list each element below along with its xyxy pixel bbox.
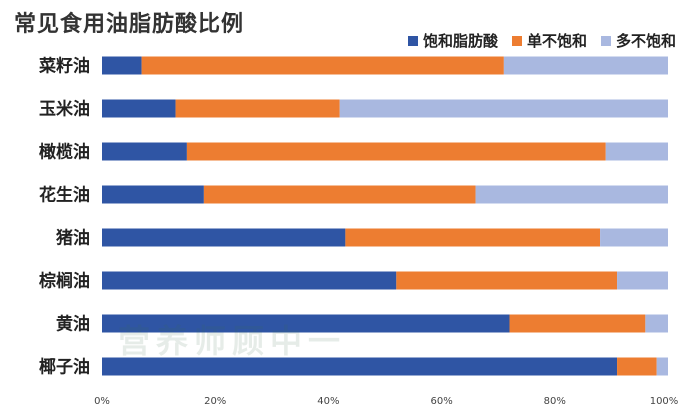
legend-swatch-poly (600, 35, 611, 46)
x-tick-label: 80% (544, 396, 566, 407)
x-tick-label: 60% (430, 396, 452, 407)
bar-segment (186, 142, 606, 161)
legend-label-mono: 单不饱和 (526, 32, 587, 50)
bar-segment (102, 314, 510, 333)
category-label: 椰子油 (39, 357, 90, 378)
bar-segment (396, 271, 618, 290)
chart-title: 常见食用油脂肪酸比例 (14, 12, 245, 37)
bar-segment (203, 185, 476, 204)
legend-swatch-mono (511, 35, 522, 46)
bar-segment (102, 142, 187, 161)
bar-segment (605, 142, 668, 161)
bar-segment (102, 99, 176, 118)
bar-segment (141, 56, 504, 75)
bar-segment (475, 185, 668, 204)
bar-segment (617, 357, 657, 376)
bar-segment (102, 228, 346, 247)
bar-segment (339, 99, 668, 118)
x-tick-label: 40% (317, 396, 339, 407)
bar-segment (102, 56, 142, 75)
legend-label-poly: 多不饱和 (615, 32, 676, 50)
category-label: 玉米油 (39, 99, 90, 120)
bar-segment (102, 271, 397, 290)
bar-segment (645, 314, 668, 333)
category-label: 花生油 (39, 185, 90, 206)
x-tick-label: 0% (94, 396, 110, 407)
legend-item-saturated: 饱和脂肪酸 (407, 30, 498, 51)
x-tick-label: 100% (650, 396, 679, 407)
bar-segment (503, 56, 668, 75)
bar-segment (600, 228, 668, 247)
bar-segment (617, 271, 668, 290)
x-tick-label: 20% (204, 396, 226, 407)
bar-segment (175, 99, 340, 118)
bar-segment (102, 185, 204, 204)
category-label: 黄油 (56, 314, 90, 335)
legend-swatch-saturated (407, 35, 418, 46)
legend-item-mono: 单不饱和 (511, 30, 587, 51)
bar-segment (345, 228, 601, 247)
legend-item-poly: 多不饱和 (600, 30, 676, 51)
legend-label-saturated: 饱和脂肪酸 (422, 32, 498, 50)
category-label: 菜籽油 (38, 56, 90, 77)
bar-segment (102, 357, 618, 376)
legend: 饱和脂肪酸 单不饱和 多不饱和 (407, 30, 676, 51)
category-label: 棕榈油 (39, 271, 90, 292)
category-label: 橄榄油 (39, 142, 90, 163)
watermark: 营养师顾中一 (118, 322, 347, 360)
category-label: 猪油 (56, 228, 90, 249)
bar-segment (509, 314, 646, 333)
bar-segment (656, 357, 668, 376)
